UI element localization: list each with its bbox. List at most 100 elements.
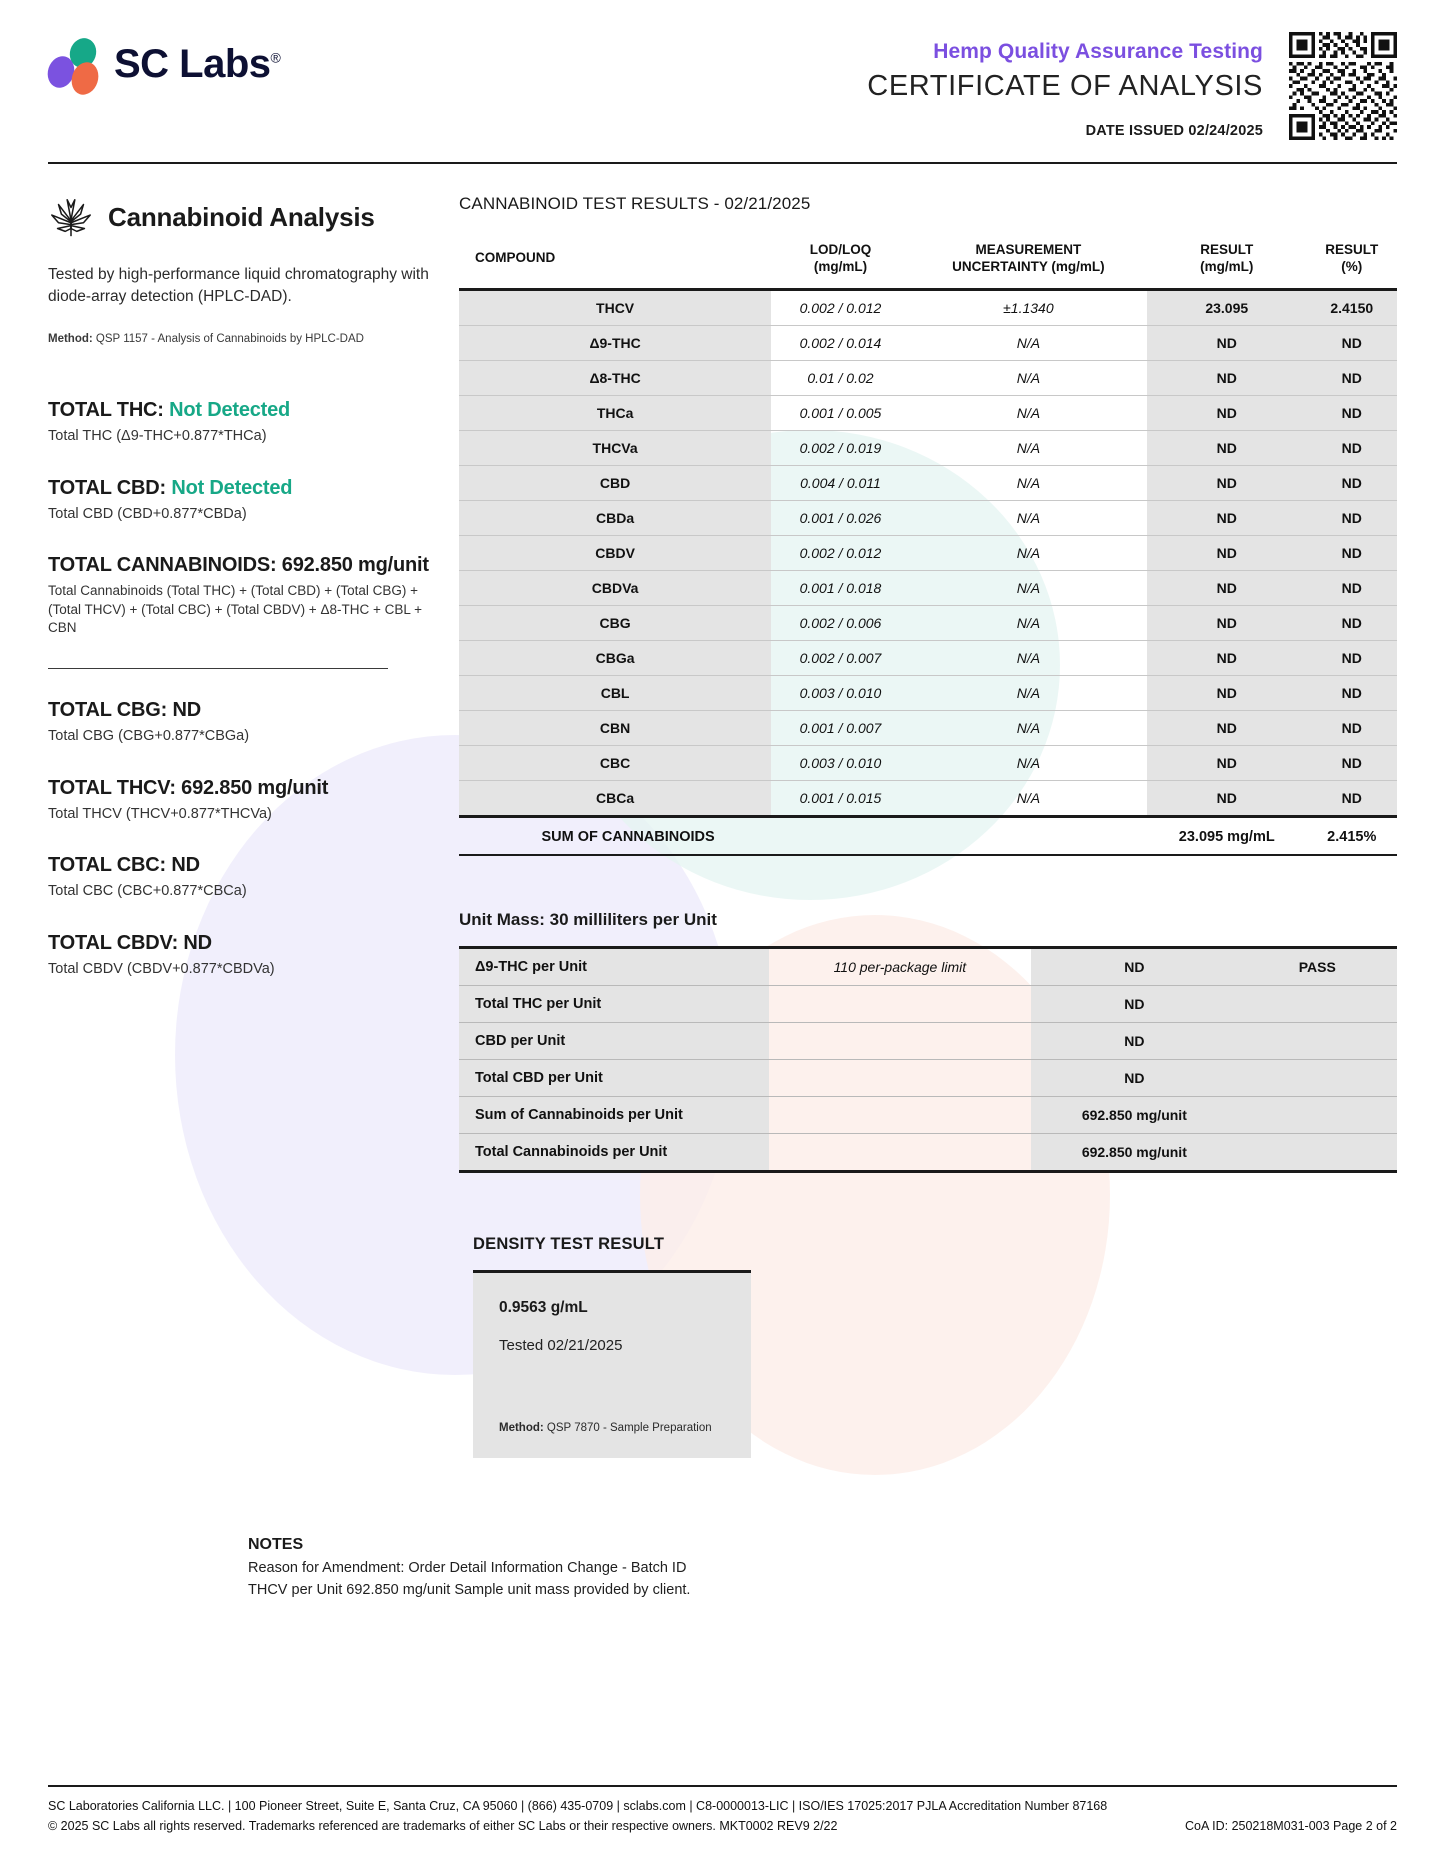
per-unit-row: Total Cannabinoids per Unit 692.850 mg/un… bbox=[459, 1133, 1397, 1173]
total-thcv-heading: TOTAL THCV: 692.850 mg/unit bbox=[48, 776, 329, 799]
cell-lodloq: 0.001 / 0.026 bbox=[771, 500, 910, 536]
footer-bottom-row: © 2025 SC Labs all rights reserved. Trad… bbox=[48, 1819, 1397, 1833]
table-row: THCV 0.002 / 0.012 ±1.1340 23.095 2.4150 bbox=[459, 289, 1397, 326]
cell-result-mgml: ND bbox=[1147, 360, 1307, 396]
table-row: CBN 0.001 / 0.007 N/A ND ND bbox=[459, 710, 1397, 746]
cell-uncertainty: N/A bbox=[909, 395, 1147, 431]
per-unit-row: Total CBD per Unit ND bbox=[459, 1059, 1397, 1097]
cell-result-pct: ND bbox=[1306, 640, 1397, 676]
cell-unit-label: Sum of Cannabinoids per Unit bbox=[459, 1096, 769, 1134]
cell-unit-result: ND bbox=[1031, 947, 1238, 986]
cell-lodloq: 0.001 / 0.005 bbox=[771, 395, 910, 431]
cell-unit-label: Total CBD per Unit bbox=[459, 1059, 769, 1097]
cell-unit-label: Δ9-THC per Unit bbox=[459, 947, 769, 986]
th-lodloq-line2: (mg/mL) bbox=[813, 258, 868, 274]
qr-code-icon[interactable] bbox=[1289, 32, 1397, 140]
per-unit-table: Δ9-THC per Unit 110 per-package limit ND PA… bbox=[459, 945, 1397, 1173]
table-row: CBDVa 0.001 / 0.018 N/A ND ND bbox=[459, 570, 1397, 606]
sum-percent: 2.415% bbox=[1306, 814, 1397, 854]
notes-section: NOTES Reason for Amendment: Order Detail… bbox=[248, 1536, 1397, 1602]
cell-uncertainty: N/A bbox=[909, 570, 1147, 606]
table-row: CBGa 0.002 / 0.007 N/A ND ND bbox=[459, 640, 1397, 676]
cell-result-mgml: ND bbox=[1147, 535, 1307, 571]
cell-unit-status bbox=[1237, 1133, 1397, 1173]
cell-result-mgml: ND bbox=[1147, 500, 1307, 536]
total-cbg-block: TOTAL CBG: ND Total CBG (CBG+0.877*CBGa) bbox=[48, 699, 433, 747]
table-row: CBCa 0.001 / 0.015 N/A ND ND bbox=[459, 780, 1397, 817]
cell-uncertainty: ±1.1340 bbox=[909, 289, 1147, 326]
section-title: Cannabinoid Analysis bbox=[108, 201, 375, 232]
cell-result-pct: ND bbox=[1306, 605, 1397, 641]
cell-lodloq: 0.004 / 0.011 bbox=[771, 465, 910, 501]
cell-unit-limit bbox=[768, 985, 1032, 1023]
cell-result-mgml: ND bbox=[1147, 640, 1307, 676]
cell-compound: Δ9-THC bbox=[459, 325, 772, 361]
cell-lodloq: 0.001 / 0.018 bbox=[771, 570, 910, 606]
cell-uncertainty: N/A bbox=[909, 640, 1147, 676]
th-result-mgml: RESULT (mg/mL) bbox=[1147, 236, 1307, 289]
cell-compound: CBG bbox=[459, 605, 772, 641]
th-lodloq: LOD/LOQ (mg/mL) bbox=[771, 236, 910, 289]
total-thc-label: TOTAL THC: bbox=[48, 399, 164, 422]
results-table-title-date: - 02/21/2025 bbox=[708, 194, 811, 213]
total-cbg-heading: TOTAL CBG: ND bbox=[48, 699, 201, 722]
cell-unit-limit bbox=[768, 1022, 1032, 1060]
density-method: Method: QSP 7870 - Sample Preparation bbox=[499, 1374, 725, 1436]
cell-compound: CBDVa bbox=[459, 570, 772, 606]
cell-result-pct: ND bbox=[1306, 780, 1397, 817]
table-row: CBC 0.003 / 0.010 N/A ND ND bbox=[459, 745, 1397, 781]
results-table-title-bold: CANNABINOID TEST RESULTS bbox=[459, 194, 709, 213]
total-thc-formula: Total THC (Δ9-THC+0.877*THCa) bbox=[48, 428, 267, 445]
footer-coa-id: CoA ID: 250218M031-003 Page 2 of 2 bbox=[1185, 1819, 1397, 1833]
total-cbd-label: TOTAL CBD: bbox=[48, 476, 166, 499]
per-unit-row: Total THC per Unit ND bbox=[459, 985, 1397, 1023]
cell-uncertainty: N/A bbox=[909, 535, 1147, 571]
cell-lodloq: 0.001 / 0.007 bbox=[771, 710, 910, 746]
cell-result-mgml: 23.095 bbox=[1147, 289, 1307, 326]
footer-company-line: SC Laboratories California LLC. | 100 Pi… bbox=[48, 1799, 1108, 1813]
results-table-bottom-rule bbox=[459, 853, 1397, 856]
unit-mass-title: Unit Mass: 30 milliliters per Unit bbox=[459, 909, 717, 929]
cell-compound: THCa bbox=[459, 395, 772, 431]
method-line: Method: QSP 1157 - Analysis of Cannabino… bbox=[48, 331, 433, 347]
footer-divider bbox=[48, 1785, 1397, 1787]
th-uncertainty-line1: MEASUREMENT bbox=[975, 242, 1082, 257]
cell-lodloq: 0.002 / 0.007 bbox=[771, 640, 910, 676]
cell-unit-status: PASS bbox=[1237, 947, 1397, 986]
cell-result-pct: ND bbox=[1306, 745, 1397, 781]
cell-lodloq: 0.002 / 0.019 bbox=[771, 430, 910, 466]
page-header: SC Labs® Hemp Quality Assurance Testing … bbox=[43, 0, 1397, 140]
cell-compound: CBDa bbox=[459, 500, 772, 536]
total-cbd-block: TOTAL CBD: Not Detected Total CBD (CBD+0… bbox=[48, 477, 433, 525]
cell-result-pct: ND bbox=[1306, 710, 1397, 746]
per-unit-row: CBD per Unit ND bbox=[459, 1022, 1397, 1060]
table-row: THCa 0.001 / 0.005 N/A ND ND bbox=[459, 395, 1397, 431]
cell-uncertainty: N/A bbox=[909, 745, 1147, 781]
table-row: CBDa 0.001 / 0.026 N/A ND ND bbox=[459, 500, 1397, 536]
cell-result-mgml: ND bbox=[1147, 710, 1307, 746]
header-right: Hemp Quality Assurance Testing CERTIFICA… bbox=[867, 26, 1397, 140]
registered-mark-icon: ® bbox=[270, 49, 281, 66]
th-uncertainty: MEASUREMENT UNCERTAINTY (mg/mL) bbox=[910, 236, 1147, 289]
cell-unit-limit bbox=[768, 1059, 1032, 1097]
cell-lodloq: 0.01 / 0.02 bbox=[771, 360, 910, 396]
cell-result-pct: ND bbox=[1306, 430, 1397, 466]
cell-lodloq: 0.002 / 0.014 bbox=[771, 325, 910, 361]
left-summary-column: Cannabinoid Analysis Tested by high-perf… bbox=[48, 194, 433, 1458]
footer-copyright: © 2025 SC Labs all rights reserved. Trad… bbox=[48, 1819, 838, 1833]
cell-uncertainty: N/A bbox=[909, 430, 1147, 466]
cell-unit-status bbox=[1237, 985, 1397, 1023]
total-cbdv-heading: TOTAL CBDV: ND bbox=[48, 931, 212, 954]
cell-result-mgml: ND bbox=[1147, 395, 1307, 431]
cell-result-mgml: ND bbox=[1147, 745, 1307, 781]
cell-result-pct: ND bbox=[1306, 535, 1397, 571]
cell-lodloq: 0.003 / 0.010 bbox=[771, 675, 910, 711]
th-compound-label: COMPOUND bbox=[475, 250, 556, 266]
total-cbd-formula: Total CBD (CBD+0.877*CBDa) bbox=[48, 505, 247, 522]
cell-unit-limit bbox=[768, 1133, 1032, 1173]
results-table-foot: SUM OF CANNABINOIDS 23.095 mg/mL 2.415% bbox=[459, 814, 1397, 854]
cell-unit-result: ND bbox=[1031, 1022, 1238, 1060]
total-cbc-block: TOTAL CBC: ND Total CBC (CBC+0.877*CBCa) bbox=[48, 854, 433, 902]
logo-wordmark-text: SC Labs bbox=[114, 41, 271, 86]
